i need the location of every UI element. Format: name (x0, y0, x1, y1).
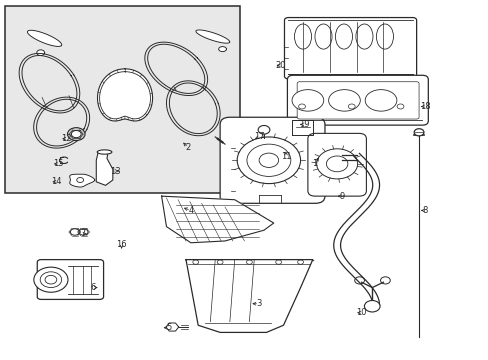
Text: 8: 8 (421, 206, 427, 215)
Text: 4: 4 (188, 206, 193, 215)
Text: 20: 20 (275, 61, 285, 70)
Ellipse shape (355, 24, 372, 49)
Text: 10: 10 (356, 308, 366, 317)
Circle shape (70, 229, 79, 235)
Text: 19: 19 (298, 120, 308, 129)
Circle shape (364, 301, 379, 312)
Polygon shape (96, 152, 113, 185)
Ellipse shape (376, 24, 393, 49)
Text: 5: 5 (166, 323, 171, 332)
FancyBboxPatch shape (37, 260, 103, 300)
Ellipse shape (97, 150, 112, 154)
Text: 13: 13 (110, 167, 121, 176)
Text: 11: 11 (280, 152, 290, 161)
Ellipse shape (291, 90, 323, 111)
Circle shape (67, 128, 85, 140)
Text: 2: 2 (185, 143, 191, 152)
Text: 14: 14 (51, 177, 62, 186)
Circle shape (413, 129, 423, 136)
Polygon shape (161, 196, 273, 243)
Text: 18: 18 (419, 102, 429, 111)
FancyBboxPatch shape (307, 134, 366, 196)
Polygon shape (69, 174, 95, 187)
Bar (4, 6, 240, 193)
FancyBboxPatch shape (297, 82, 418, 119)
Polygon shape (292, 120, 312, 135)
FancyBboxPatch shape (287, 75, 427, 125)
Text: 7: 7 (80, 229, 85, 238)
Ellipse shape (365, 90, 396, 111)
Ellipse shape (294, 24, 311, 49)
Polygon shape (27, 30, 61, 46)
Text: 9: 9 (339, 192, 344, 201)
Ellipse shape (328, 90, 360, 111)
Polygon shape (97, 69, 152, 121)
Text: 6: 6 (90, 283, 96, 292)
Text: 16: 16 (116, 240, 127, 249)
FancyBboxPatch shape (220, 117, 325, 203)
Polygon shape (196, 30, 229, 43)
Text: 15: 15 (53, 159, 63, 168)
Ellipse shape (335, 24, 352, 49)
Circle shape (258, 126, 269, 134)
FancyBboxPatch shape (284, 18, 416, 79)
Ellipse shape (314, 24, 331, 49)
Polygon shape (218, 46, 226, 51)
Polygon shape (185, 260, 312, 332)
Text: 3: 3 (256, 299, 261, 308)
Circle shape (71, 131, 81, 138)
Text: 12: 12 (61, 134, 72, 143)
Circle shape (79, 229, 88, 235)
Polygon shape (37, 50, 44, 55)
Text: 1: 1 (312, 159, 317, 168)
Circle shape (34, 267, 68, 292)
Text: 17: 17 (253, 132, 264, 141)
Polygon shape (165, 323, 178, 331)
